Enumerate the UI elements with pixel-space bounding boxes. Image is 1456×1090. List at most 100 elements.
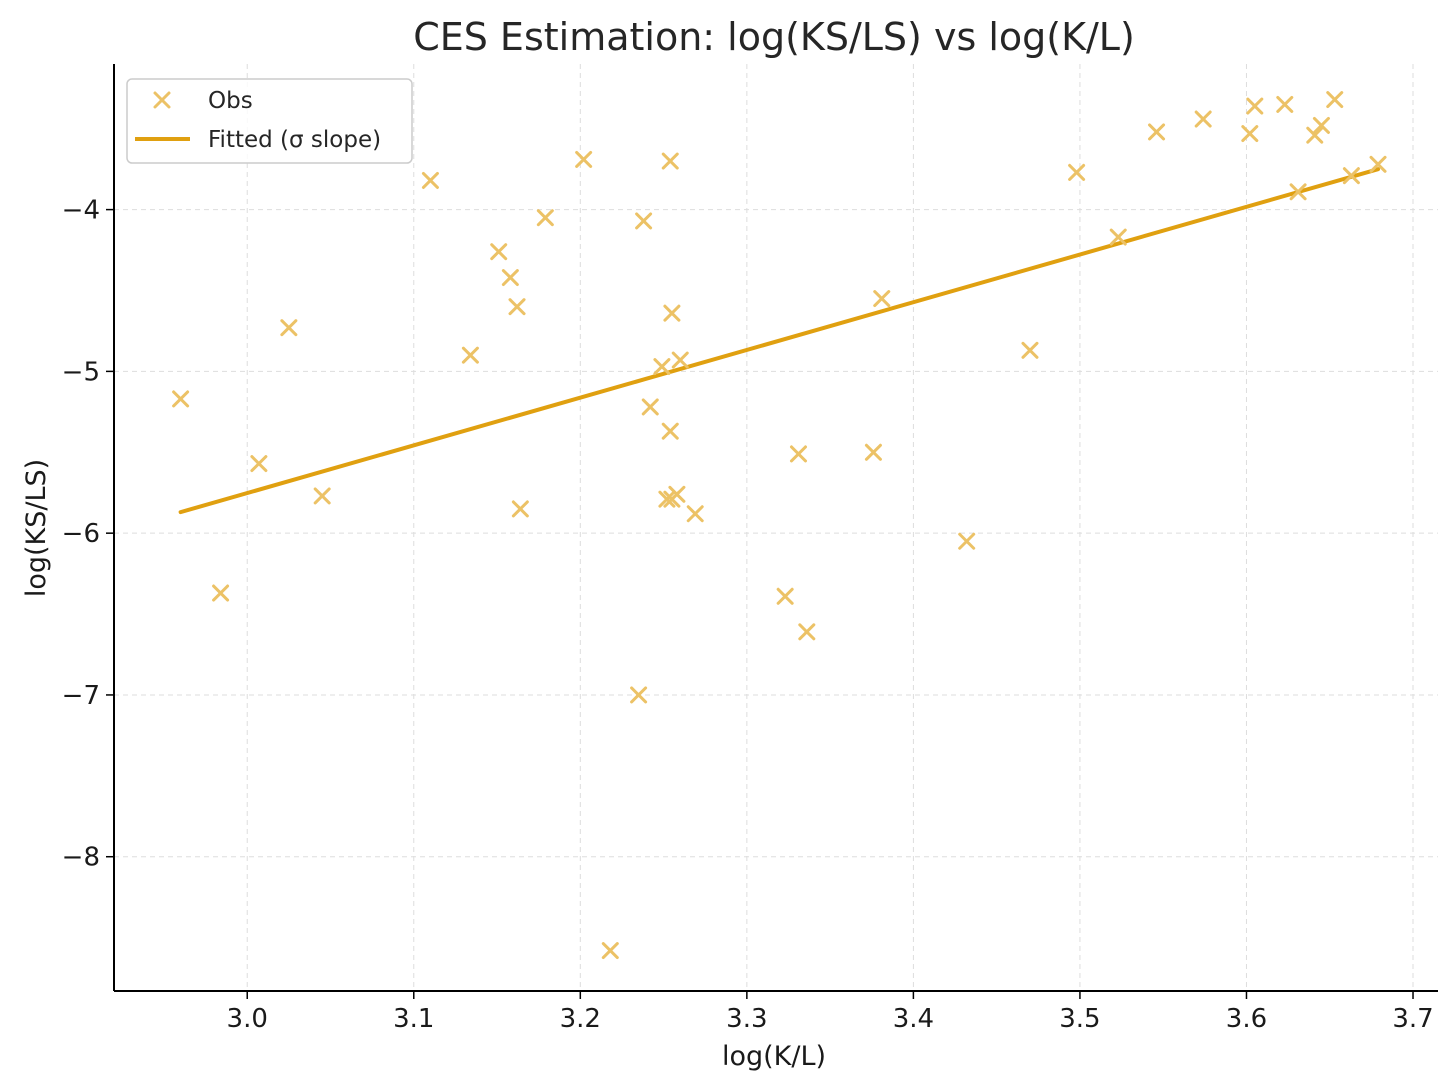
marker-stroke bbox=[490, 243, 508, 261]
marker-stroke bbox=[663, 304, 681, 322]
obs-point bbox=[789, 445, 807, 463]
obs-point bbox=[1021, 341, 1039, 359]
marker-stroke bbox=[1306, 126, 1324, 144]
y-tick-label: −7 bbox=[62, 681, 100, 711]
legend-obs-marker bbox=[153, 91, 171, 109]
marker-stroke bbox=[1276, 95, 1294, 113]
obs-point bbox=[668, 485, 686, 503]
chart-title: CES Estimation: log(KS/LS) vs log(K/L) bbox=[413, 15, 1135, 59]
marker-stroke bbox=[1109, 228, 1127, 246]
obs-point bbox=[1068, 163, 1086, 181]
x-tick-label: 3.1 bbox=[393, 1004, 434, 1034]
x-tick-label: 3.2 bbox=[560, 1004, 601, 1034]
y-tick-label: −4 bbox=[62, 196, 100, 226]
obs-point bbox=[508, 298, 526, 316]
marker-stroke bbox=[873, 290, 891, 308]
obs-point bbox=[658, 490, 676, 508]
marker-stroke bbox=[635, 212, 653, 230]
obs-point bbox=[1241, 125, 1259, 143]
obs-point bbox=[461, 346, 479, 364]
obs-point bbox=[490, 243, 508, 261]
marker-stroke bbox=[511, 500, 529, 518]
obs-point bbox=[663, 304, 681, 322]
obs-point bbox=[873, 290, 891, 308]
obs-point bbox=[575, 150, 593, 168]
obs-point bbox=[686, 505, 704, 523]
obs-point bbox=[313, 487, 331, 505]
obs-point bbox=[511, 500, 529, 518]
obs-point bbox=[661, 422, 679, 440]
y-tick-label: −6 bbox=[62, 519, 100, 549]
obs-point bbox=[1289, 183, 1307, 201]
marker-stroke bbox=[313, 487, 331, 505]
marker-stroke bbox=[658, 490, 676, 508]
obs-point bbox=[630, 686, 648, 704]
marker-stroke bbox=[1369, 155, 1387, 173]
obs-point bbox=[1326, 91, 1344, 109]
legend-x-marker bbox=[153, 91, 171, 109]
legend-obs-label: Obs bbox=[208, 88, 253, 114]
marker-stroke bbox=[1068, 163, 1086, 181]
marker-stroke bbox=[536, 209, 554, 227]
marker-stroke bbox=[212, 584, 230, 602]
marker-stroke bbox=[1241, 125, 1259, 143]
marker-stroke bbox=[798, 623, 816, 641]
x-tick-label: 3.7 bbox=[1392, 1004, 1433, 1034]
marker-stroke bbox=[1289, 183, 1307, 201]
obs-point bbox=[501, 269, 519, 287]
obs-point bbox=[1306, 126, 1324, 144]
obs-point bbox=[1369, 155, 1387, 173]
marker-stroke bbox=[250, 455, 268, 473]
x-tick-label: 3.3 bbox=[726, 1004, 767, 1034]
y-tick-label: −5 bbox=[62, 357, 100, 387]
x-tick-label: 3.5 bbox=[1059, 1004, 1100, 1034]
obs-point bbox=[212, 584, 230, 602]
marker-stroke bbox=[1342, 167, 1360, 185]
obs-point bbox=[536, 209, 554, 227]
marker-stroke bbox=[641, 398, 659, 416]
obs-point bbox=[958, 532, 976, 550]
obs-point bbox=[421, 171, 439, 189]
marker-stroke bbox=[776, 587, 794, 605]
x-tick-label: 3.0 bbox=[227, 1004, 268, 1034]
marker-stroke bbox=[280, 319, 298, 337]
marker-stroke bbox=[1312, 116, 1330, 134]
obs-point bbox=[661, 152, 679, 170]
marker-stroke bbox=[958, 532, 976, 550]
marker-stroke bbox=[630, 686, 648, 704]
y-tick-label: −8 bbox=[62, 843, 100, 873]
obs-point bbox=[798, 623, 816, 641]
marker-stroke bbox=[661, 422, 679, 440]
marker-stroke bbox=[1246, 97, 1264, 115]
legend: Obs Fitted (σ slope) bbox=[126, 78, 413, 164]
ticks: 3.0 3.1 3.2 3.3 3.4 3.5 3.6 3.7 −8 −7 −6 −5 −4 bbox=[62, 196, 1434, 1034]
marker-stroke bbox=[864, 443, 882, 461]
x-tick-label: 3.6 bbox=[1226, 1004, 1267, 1034]
grid bbox=[114, 64, 1438, 991]
obs-point bbox=[1109, 228, 1127, 246]
obs-point bbox=[641, 398, 659, 416]
marker-stroke bbox=[686, 505, 704, 523]
obs-point bbox=[1194, 110, 1212, 128]
marker-stroke bbox=[153, 91, 171, 109]
marker-stroke bbox=[1148, 123, 1166, 141]
obs-point bbox=[250, 455, 268, 473]
obs-point bbox=[280, 319, 298, 337]
scatter-markers bbox=[172, 91, 1387, 960]
fitted-line-layer bbox=[178, 167, 1381, 515]
obs-point bbox=[1312, 116, 1330, 134]
marker-stroke bbox=[508, 298, 526, 316]
marker-stroke bbox=[661, 152, 679, 170]
marker-stroke bbox=[671, 351, 689, 369]
marker-stroke bbox=[501, 269, 519, 287]
obs-point bbox=[864, 443, 882, 461]
marker-stroke bbox=[1194, 110, 1212, 128]
obs-point bbox=[172, 390, 190, 408]
obs-point bbox=[1276, 95, 1294, 113]
marker-stroke bbox=[575, 150, 593, 168]
x-tick-label: 3.4 bbox=[893, 1004, 934, 1034]
obs-point bbox=[601, 942, 619, 960]
x-axis-label: log(K/L) bbox=[722, 1041, 826, 1072]
fitted-line bbox=[178, 167, 1381, 515]
